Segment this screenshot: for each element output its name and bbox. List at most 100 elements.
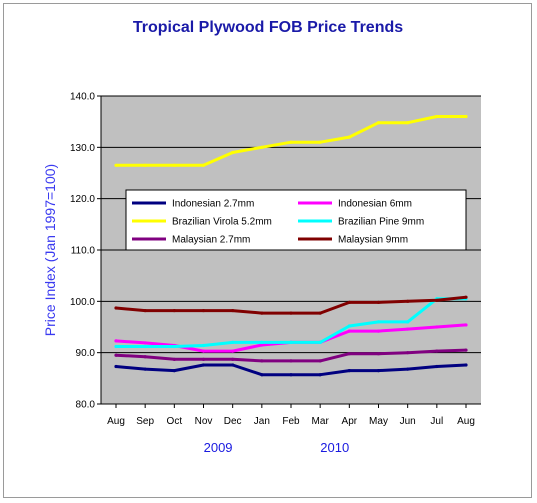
x-tick-label: Oct — [167, 416, 183, 427]
legend: Indonesian 2.7mm Indonesian 6mm Brazilian … — [125, 189, 467, 251]
data-point — [376, 300, 381, 304]
data-point — [260, 145, 264, 149]
y-tick-label: 80.0 — [76, 400, 96, 411]
data-point — [376, 369, 381, 373]
x-tick-label: Jan — [254, 416, 270, 427]
data-point — [231, 340, 235, 344]
data-point — [289, 340, 293, 344]
data-point — [376, 320, 381, 324]
data-point — [318, 359, 322, 363]
data-point — [201, 163, 206, 167]
data-point — [201, 343, 206, 348]
legend-label: Indonesian 2.7mm — [172, 199, 254, 210]
data-point — [114, 339, 118, 343]
data-point — [435, 114, 439, 119]
data-point — [143, 308, 147, 313]
data-point — [231, 308, 235, 313]
data-point — [464, 348, 468, 352]
data-point — [435, 349, 439, 353]
data-point — [406, 327, 410, 331]
x-tick-label: Feb — [282, 416, 300, 427]
data-point — [406, 299, 410, 303]
legend-label: Brazilian Pine 9mm — [338, 217, 424, 228]
y-axis-ticks: 80.0 90.0 100.0 110.0 120.0 130.0 140.0 — [70, 92, 481, 411]
data-point — [260, 359, 264, 363]
data-point — [464, 363, 468, 367]
legend-label: Malaysian 2.7mm — [172, 235, 250, 246]
y-axis-label: Price Index (Jan 1997=100) — [42, 164, 58, 336]
x-tick-label: Jun — [400, 416, 416, 427]
data-point — [260, 343, 264, 347]
data-point — [143, 163, 147, 167]
x-tick-label: Nov — [195, 416, 213, 427]
data-point — [114, 344, 118, 349]
data-point — [260, 373, 264, 377]
x-axis-ticks: Aug Sep Oct Nov Dec Jan Feb Mar Apr May Jun Jul Aug — [107, 404, 475, 427]
data-point — [376, 352, 381, 356]
data-point — [406, 320, 410, 324]
data-point — [406, 351, 410, 355]
year-labels: 2009 2010 — [204, 440, 350, 455]
legend-label: Indonesian 6mm — [338, 199, 412, 210]
data-point — [114, 163, 118, 167]
x-tick-label: Jul — [430, 416, 443, 427]
data-point — [289, 311, 293, 315]
data-point — [289, 373, 293, 377]
data-point — [464, 114, 468, 119]
x-tick-label: Dec — [224, 416, 242, 427]
data-point — [318, 373, 322, 377]
data-point — [231, 363, 235, 367]
data-point — [406, 121, 410, 125]
data-point — [172, 369, 176, 373]
data-point — [231, 357, 235, 361]
year-label: 2010 — [320, 440, 349, 455]
chart-title: Tropical Plywood FOB Price Trends — [133, 19, 403, 36]
data-point — [260, 311, 264, 315]
data-point — [347, 329, 351, 333]
data-point — [201, 308, 206, 313]
data-point — [347, 135, 351, 139]
data-point — [172, 344, 176, 349]
y-tick-label: 90.0 — [76, 348, 96, 359]
data-point — [464, 323, 468, 327]
data-point — [376, 121, 381, 125]
series-lines — [114, 114, 468, 377]
y-tick-label: 120.0 — [70, 194, 95, 205]
data-point — [201, 357, 206, 361]
data-point — [201, 349, 206, 353]
x-tick-label: Mar — [312, 416, 330, 427]
data-point — [318, 340, 322, 344]
x-tick-label: Apr — [342, 416, 358, 427]
data-point — [435, 364, 439, 369]
x-tick-label: Aug — [457, 416, 475, 427]
data-point — [172, 308, 176, 313]
data-point — [201, 363, 206, 367]
data-point — [114, 306, 118, 310]
data-point — [231, 150, 235, 155]
legend-box — [125, 189, 467, 251]
data-point — [114, 364, 118, 369]
data-point — [143, 367, 147, 371]
year-label: 2009 — [204, 440, 233, 455]
data-point — [172, 163, 176, 167]
data-point — [464, 295, 468, 299]
data-point — [143, 344, 147, 349]
data-point — [172, 357, 176, 361]
data-point — [289, 359, 293, 363]
data-point — [289, 140, 293, 144]
data-point — [435, 298, 439, 302]
data-point — [347, 369, 351, 373]
data-point — [376, 329, 381, 333]
data-point — [347, 324, 351, 328]
y-tick-label: 130.0 — [70, 143, 95, 154]
x-tick-label: May — [369, 416, 388, 427]
y-tick-label: 100.0 — [70, 297, 95, 308]
data-point — [347, 352, 351, 356]
data-point — [347, 300, 351, 304]
y-tick-label: 110.0 — [71, 246, 96, 257]
legend-label: Brazilian Virola 5.2mm — [172, 217, 272, 228]
data-point — [231, 349, 235, 353]
x-tick-label: Sep — [136, 416, 154, 427]
x-tick-label: Aug — [107, 416, 125, 427]
